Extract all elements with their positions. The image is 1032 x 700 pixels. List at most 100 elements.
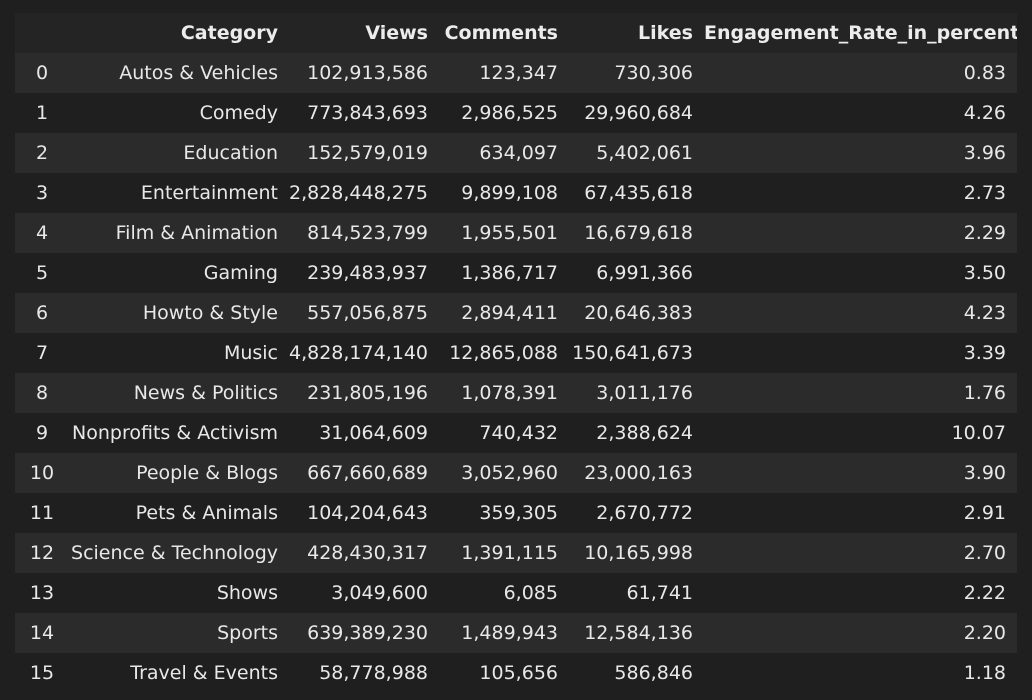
table-row: 11 Pets & Animals 104,204,643 359,305 2,670,… (15, 493, 1017, 533)
cell-category: Education (69, 133, 289, 173)
cell-category: Comedy (69, 93, 289, 133)
cell-category: Nonprofits & Activism (69, 413, 289, 453)
data-table: Category Views Comments Likes Engagement… (15, 13, 1017, 693)
cell-likes: 3,011,176 (569, 373, 704, 413)
cell-engagement-rate: 2.91 (704, 493, 1017, 533)
cell-comments: 740,432 (439, 413, 569, 453)
dataframe-output: Category Views Comments Likes Engagement… (15, 13, 1017, 693)
row-index: 8 (15, 373, 69, 413)
cell-category: Shows (69, 573, 289, 613)
cell-engagement-rate: 3.50 (704, 253, 1017, 293)
header-views: Views (289, 13, 439, 53)
cell-engagement-rate: 2.73 (704, 173, 1017, 213)
cell-views: 814,523,799 (289, 213, 439, 253)
cell-views: 104,204,643 (289, 493, 439, 533)
row-index: 14 (15, 613, 69, 653)
cell-comments: 1,955,501 (439, 213, 569, 253)
cell-comments: 1,489,943 (439, 613, 569, 653)
cell-likes: 23,000,163 (569, 453, 704, 493)
row-index: 2 (15, 133, 69, 173)
row-index: 4 (15, 213, 69, 253)
row-index: 15 (15, 653, 69, 693)
cell-engagement-rate: 1.76 (704, 373, 1017, 413)
row-index: 12 (15, 533, 69, 573)
cell-engagement-rate: 1.18 (704, 653, 1017, 693)
cell-engagement-rate: 3.96 (704, 133, 1017, 173)
cell-category: Music (69, 333, 289, 373)
table-row: 15 Travel & Events 58,778,988 105,656 586,84… (15, 653, 1017, 693)
row-index: 13 (15, 573, 69, 613)
cell-category: Autos & Vehicles (69, 53, 289, 93)
cell-comments: 3,052,960 (439, 453, 569, 493)
cell-views: 102,913,586 (289, 53, 439, 93)
cell-views: 639,389,230 (289, 613, 439, 653)
cell-comments: 1,386,717 (439, 253, 569, 293)
cell-views: 3,049,600 (289, 573, 439, 613)
row-index: 10 (15, 453, 69, 493)
table-row: 3 Entertainment 2,828,448,275 9,899,108 67,4… (15, 173, 1017, 213)
cell-comments: 1,391,115 (439, 533, 569, 573)
cell-views: 31,064,609 (289, 413, 439, 453)
cell-views: 773,843,693 (289, 93, 439, 133)
cell-likes: 61,741 (569, 573, 704, 613)
cell-engagement-rate: 4.23 (704, 293, 1017, 333)
row-index: 9 (15, 413, 69, 453)
cell-category: Pets & Animals (69, 493, 289, 533)
row-index: 6 (15, 293, 69, 333)
table-row: 10 People & Blogs 667,660,689 3,052,960 23,0… (15, 453, 1017, 493)
table-row: 13 Shows 3,049,600 6,085 61,741 2.22 (15, 573, 1017, 613)
table-row: 0 Autos & Vehicles 102,913,586 123,347 730,3… (15, 53, 1017, 93)
header-row: Category Views Comments Likes Engagement… (15, 13, 1017, 53)
cell-comments: 2,986,525 (439, 93, 569, 133)
cell-engagement-rate: 0.83 (704, 53, 1017, 93)
cell-comments: 6,085 (439, 573, 569, 613)
cell-views: 4,828,174,140 (289, 333, 439, 373)
table-body: 0 Autos & Vehicles 102,913,586 123,347 730,3… (15, 53, 1017, 693)
cell-likes: 29,960,684 (569, 93, 704, 133)
cell-comments: 359,305 (439, 493, 569, 533)
header-category: Category (69, 13, 289, 53)
table-row: 12 Science & Technology 428,430,317 1,391,1… (15, 533, 1017, 573)
table-row: 9 Nonprofits & Activism 31,064,609 740,432 2… (15, 413, 1017, 453)
cell-engagement-rate: 2.22 (704, 573, 1017, 613)
cell-category: Howto & Style (69, 293, 289, 333)
cell-views: 231,805,196 (289, 373, 439, 413)
cell-views: 239,483,937 (289, 253, 439, 293)
cell-views: 2,828,448,275 (289, 173, 439, 213)
table-row: 14 Sports 639,389,230 1,489,943 12,584,136 2.… (15, 613, 1017, 653)
cell-views: 58,778,988 (289, 653, 439, 693)
table-row: 6 Howto & Style 557,056,875 2,894,411 20,646… (15, 293, 1017, 333)
header-index (15, 13, 69, 53)
cell-likes: 12,584,136 (569, 613, 704, 653)
cell-likes: 586,846 (569, 653, 704, 693)
cell-likes: 67,435,618 (569, 173, 704, 213)
cell-views: 667,660,689 (289, 453, 439, 493)
table-row: 2 Education 152,579,019 634,097 5,402,061 3.9… (15, 133, 1017, 173)
table-row: 8 News & Politics 231,805,196 1,078,391 3,01… (15, 373, 1017, 413)
header-likes: Likes (569, 13, 704, 53)
cell-likes: 6,991,366 (569, 253, 704, 293)
header-comments: Comments (439, 13, 569, 53)
cell-engagement-rate: 4.26 (704, 93, 1017, 133)
row-index: 11 (15, 493, 69, 533)
cell-engagement-rate: 2.70 (704, 533, 1017, 573)
cell-engagement-rate: 2.20 (704, 613, 1017, 653)
cell-views: 152,579,019 (289, 133, 439, 173)
cell-likes: 10,165,998 (569, 533, 704, 573)
row-index: 3 (15, 173, 69, 213)
cell-category: News & Politics (69, 373, 289, 413)
table-row: 4 Film & Animation 814,523,799 1,955,501 16,… (15, 213, 1017, 253)
cell-views: 428,430,317 (289, 533, 439, 573)
cell-category: Sports (69, 613, 289, 653)
cell-likes: 730,306 (569, 53, 704, 93)
cell-category: Entertainment (69, 173, 289, 213)
cell-comments: 9,899,108 (439, 173, 569, 213)
table-row: 7 Music 4,828,174,140 12,865,088 150,641,673… (15, 333, 1017, 373)
cell-comments: 634,097 (439, 133, 569, 173)
row-index: 0 (15, 53, 69, 93)
cell-comments: 123,347 (439, 53, 569, 93)
cell-likes: 2,388,624 (569, 413, 704, 453)
table-row: 1 Comedy 773,843,693 2,986,525 29,960,684 4.2… (15, 93, 1017, 133)
cell-comments: 105,656 (439, 653, 569, 693)
cell-likes: 16,679,618 (569, 213, 704, 253)
